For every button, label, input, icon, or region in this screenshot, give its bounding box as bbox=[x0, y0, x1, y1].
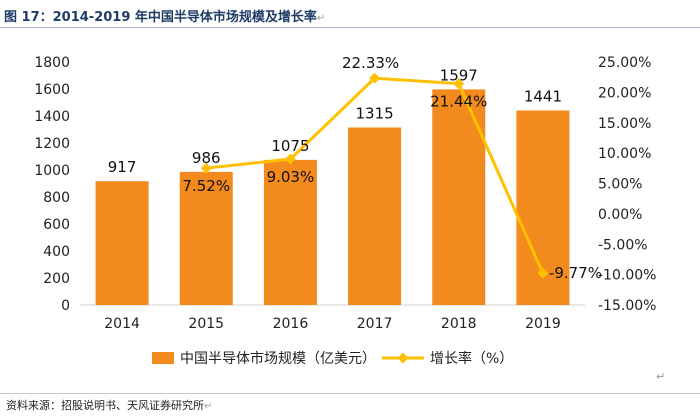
growth-rate-label: 22.33% bbox=[342, 54, 399, 72]
y-left-tick-label: 1800 bbox=[34, 55, 70, 71]
y-right-tick-label: 25.00% bbox=[598, 55, 651, 71]
x-tick-label: 2016 bbox=[273, 316, 309, 332]
bar-value-label: 1441 bbox=[524, 87, 562, 105]
y-right-tick-label: 0.00% bbox=[598, 207, 642, 223]
y-left-tick-label: 200 bbox=[43, 271, 70, 287]
y-left-tick-label: 1400 bbox=[34, 109, 70, 125]
bar-value-label: 1597 bbox=[440, 66, 478, 84]
legend-bar-swatch bbox=[152, 352, 174, 364]
y-left-tick-label: 0 bbox=[61, 298, 70, 314]
growth-rate-marker-2015 bbox=[200, 162, 212, 174]
source-note: 资料来源：招股说明书、天风证券研究所↵ bbox=[6, 399, 213, 412]
legend-line-label: 增长率（%） bbox=[430, 350, 513, 367]
growth-rate-marker-2017 bbox=[369, 72, 381, 84]
y-left-tick-label: 400 bbox=[43, 244, 70, 260]
y-left-tick-label: 1200 bbox=[34, 136, 70, 152]
growth-rate-label: 7.52% bbox=[182, 177, 230, 195]
chart: 0 200 400 600 800 1000 1200 1400 1600 1800 -15.00%… bbox=[34, 54, 656, 367]
return-mark-source: ↵ bbox=[204, 401, 213, 412]
y-left-tick-label: 600 bbox=[43, 217, 70, 233]
bar-2014 bbox=[95, 181, 149, 305]
y-left-tick-label: 1000 bbox=[34, 163, 70, 179]
y-right-tick-label: 10.00% bbox=[598, 146, 651, 162]
x-tick-label: 2018 bbox=[441, 316, 477, 332]
bar-value-label: 1315 bbox=[355, 104, 393, 122]
bar-value-label: 917 bbox=[108, 158, 137, 176]
x-tick-label: 2014 bbox=[104, 316, 140, 332]
title-divider bbox=[0, 27, 700, 28]
y-right-tick-label: 20.00% bbox=[598, 85, 651, 101]
bar-2016 bbox=[263, 159, 317, 305]
bar-value-label: 1075 bbox=[271, 137, 309, 155]
footer-divider bbox=[0, 393, 700, 394]
growth-rate-marker-2018 bbox=[453, 78, 465, 90]
bar-2015 bbox=[179, 171, 233, 305]
growth-rate-marker-2016 bbox=[284, 153, 296, 165]
legend-bar-label: 中国半导体市场规模（亿美元） bbox=[180, 350, 376, 367]
bar-value-label: 986 bbox=[192, 149, 221, 167]
growth-rate-label: -9.77% bbox=[549, 264, 602, 282]
y-right-tick-label: -5.00% bbox=[598, 237, 648, 253]
y-left-tick-label: 800 bbox=[43, 190, 70, 206]
growth-rate-label: 21.44% bbox=[430, 93, 487, 111]
y-right-tick-label: -15.00% bbox=[598, 298, 656, 314]
growth-rate-label: 9.03% bbox=[267, 168, 315, 186]
figure-title: 图 17：2014-2019 年中国半导体市场规模及增长率↵ bbox=[4, 10, 326, 25]
growth-rate-marker-2019 bbox=[537, 267, 549, 279]
x-tick-label: 2017 bbox=[357, 316, 393, 332]
y-right-tick-label: 15.00% bbox=[598, 116, 651, 132]
x-tick-label: 2019 bbox=[525, 316, 561, 332]
return-mark: ↵ bbox=[316, 13, 326, 24]
y-left-tick-label: 1600 bbox=[34, 82, 70, 98]
return-mark-chart: ↵ bbox=[656, 370, 666, 383]
bar-2017 bbox=[348, 127, 402, 305]
x-tick-label: 2015 bbox=[188, 316, 224, 332]
y-right-tick-label: 5.00% bbox=[598, 177, 642, 193]
y-right-tick-label: -10.00% bbox=[598, 268, 656, 284]
legend-line-marker bbox=[397, 352, 409, 364]
